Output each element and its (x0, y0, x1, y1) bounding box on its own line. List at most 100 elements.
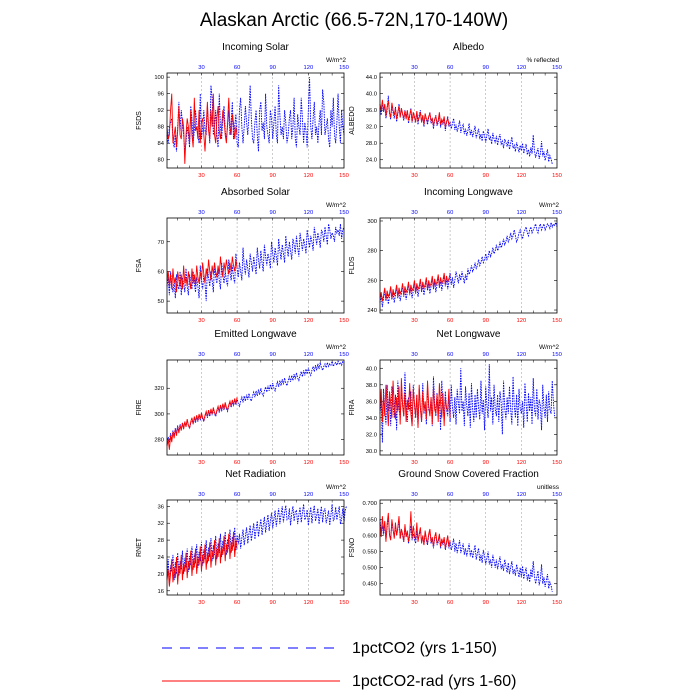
x-tick-label-bottom: 150 (339, 173, 349, 179)
x-tick-label-top: 120 (517, 352, 527, 358)
series-line-yrs-1-150 (166, 223, 345, 302)
x-tick-label-top: 60 (234, 352, 240, 358)
panel-fsno: Ground Snow Covered Fraction unitless FSNO… (349, 469, 562, 606)
legend: 1pctCO2 (yrs 1-150) 1pctCO2-rad (yrs 1-6… (162, 640, 517, 690)
plot-frame (379, 72, 558, 169)
y-tick-label: 24.0 (366, 158, 377, 164)
x-tick-label-top: 120 (304, 352, 314, 358)
y-tick-label: 30.0 (366, 449, 377, 455)
y-tick-label: 24 (158, 555, 165, 561)
x-tick-label-top: 60 (447, 65, 453, 71)
plot-frame (166, 359, 345, 456)
x-tick-label-bottom: 30 (411, 600, 417, 606)
series-line-yrs-1-150 (166, 77, 345, 152)
panel-title: Albedo (453, 42, 485, 53)
panels-group: Incoming Solar W/m^2 FSDS 30 30 60 60 90 90 120 12… (136, 42, 562, 606)
panel-units: W/m^2 (326, 202, 346, 209)
x-tick-label-top: 90 (482, 492, 488, 498)
x-tick-label-top: 90 (269, 210, 275, 216)
panel-title: Emitted Longwave (214, 329, 297, 340)
x-tick-label-top: 90 (482, 210, 488, 216)
y-tick-label: 280 (154, 438, 164, 444)
y-tick-label: 320 (154, 386, 164, 392)
x-tick-label-bottom: 150 (552, 460, 562, 466)
x-tick-label-top: 120 (304, 65, 314, 71)
panel-units: W/m^2 (539, 202, 559, 209)
panel-flds: Incoming Longwave W/m^2 FLDS 30 30 60 60 90 90 12… (349, 187, 562, 324)
x-tick-label-top: 30 (411, 492, 417, 498)
x-tick-label-bottom: 90 (269, 318, 275, 324)
x-tick-label-bottom: 60 (447, 460, 453, 466)
y-tick-label: 70 (158, 240, 164, 246)
y-tick-label: 28 (158, 538, 164, 544)
x-tick-label-bottom: 90 (482, 460, 488, 466)
y-tick-label: 32 (158, 521, 164, 527)
series-line-yrs-1-150 (379, 95, 553, 164)
y-tick-label: 240 (367, 308, 377, 314)
y-axis-label: FIRE (136, 399, 143, 415)
y-tick-label: 300 (367, 219, 377, 225)
y-tick-label: 32.0 (366, 432, 377, 438)
panel-fire: Emitted Longwave W/m^2 FIRE 30 30 60 60 90 90 120… (136, 329, 349, 466)
x-tick-label-bottom: 30 (411, 173, 417, 179)
x-tick-label-bottom: 60 (234, 460, 240, 466)
panel-albedo: Albedo % reflected ALBEDO 30 30 60 60 90 90 120 12… (349, 42, 562, 179)
series-line-yrs-1-150 (379, 516, 553, 592)
y-tick-label: 36 (158, 504, 164, 510)
series-line-yrs-1-60 (166, 397, 238, 450)
y-tick-label: 0.550 (362, 550, 377, 556)
legend-label-1pctco2-rad: 1pctCO2-rad (yrs 1-60) (352, 673, 517, 690)
y-tick-label: 0.500 (362, 566, 377, 572)
x-tick-label-bottom: 90 (269, 460, 275, 466)
x-tick-label-top: 60 (447, 352, 453, 358)
x-tick-label-bottom: 120 (304, 460, 314, 466)
y-tick-label: 84 (158, 141, 165, 147)
y-tick-label: 40.0 (366, 366, 377, 372)
x-tick-label-bottom: 150 (552, 600, 562, 606)
x-tick-label-top: 90 (482, 65, 488, 71)
x-tick-label-top: 120 (304, 492, 314, 498)
x-tick-label-top: 60 (447, 210, 453, 216)
y-tick-label: 92 (158, 108, 164, 114)
y-tick-label: 36.0 (366, 399, 377, 405)
y-axis-label: RNET (136, 537, 143, 557)
y-axis-label: FLDS (349, 256, 356, 274)
panel-units: W/m^2 (326, 344, 346, 351)
x-tick-label-bottom: 90 (482, 600, 488, 606)
panel-title: Incoming Solar (222, 42, 289, 53)
series-line-yrs-1-150 (379, 221, 558, 308)
x-tick-label-bottom: 120 (517, 460, 527, 466)
y-tick-label: 16 (158, 589, 164, 595)
y-tick-label: 0.650 (362, 517, 377, 523)
x-tick-label-top: 120 (517, 65, 527, 71)
x-tick-label-bottom: 90 (482, 318, 488, 324)
panel-title: Net Longwave (437, 329, 501, 340)
y-tick-label: 32.0 (366, 125, 377, 131)
panel-title: Absorbed Solar (221, 187, 291, 198)
series-line-yrs-1-60 (166, 93, 238, 164)
panel-fsds: Incoming Solar W/m^2 FSDS 30 30 60 60 90 90 120 12… (136, 42, 349, 179)
x-tick-label-top: 30 (198, 352, 204, 358)
x-tick-label-top: 150 (339, 65, 349, 71)
y-tick-label: 0.600 (362, 533, 377, 539)
x-tick-label-top: 90 (269, 65, 275, 71)
x-tick-label-top: 30 (198, 210, 204, 216)
x-tick-label-top: 150 (339, 492, 349, 498)
panel-rnet: Net Radiation W/m^2 RNET 30 30 60 60 90 90 120 120… (136, 469, 349, 606)
series-line-yrs-1-150 (166, 359, 345, 445)
y-tick-label: 28.0 (366, 141, 377, 147)
series-line-yrs-1-60 (379, 511, 451, 549)
x-tick-label-bottom: 90 (269, 600, 275, 606)
y-tick-label: 34.0 (366, 416, 377, 422)
panel-units: % reflected (526, 57, 559, 64)
y-tick-label: 0.700 (362, 501, 377, 507)
y-axis-label: FIRA (349, 399, 356, 415)
x-tick-label-bottom: 150 (339, 460, 349, 466)
x-tick-label-bottom: 30 (411, 460, 417, 466)
panel-units: W/m^2 (326, 57, 346, 64)
x-tick-label-top: 150 (552, 210, 562, 216)
plot-frame (379, 359, 558, 456)
series-line-yrs-1-60 (379, 99, 451, 128)
y-tick-label: 260 (367, 278, 377, 284)
